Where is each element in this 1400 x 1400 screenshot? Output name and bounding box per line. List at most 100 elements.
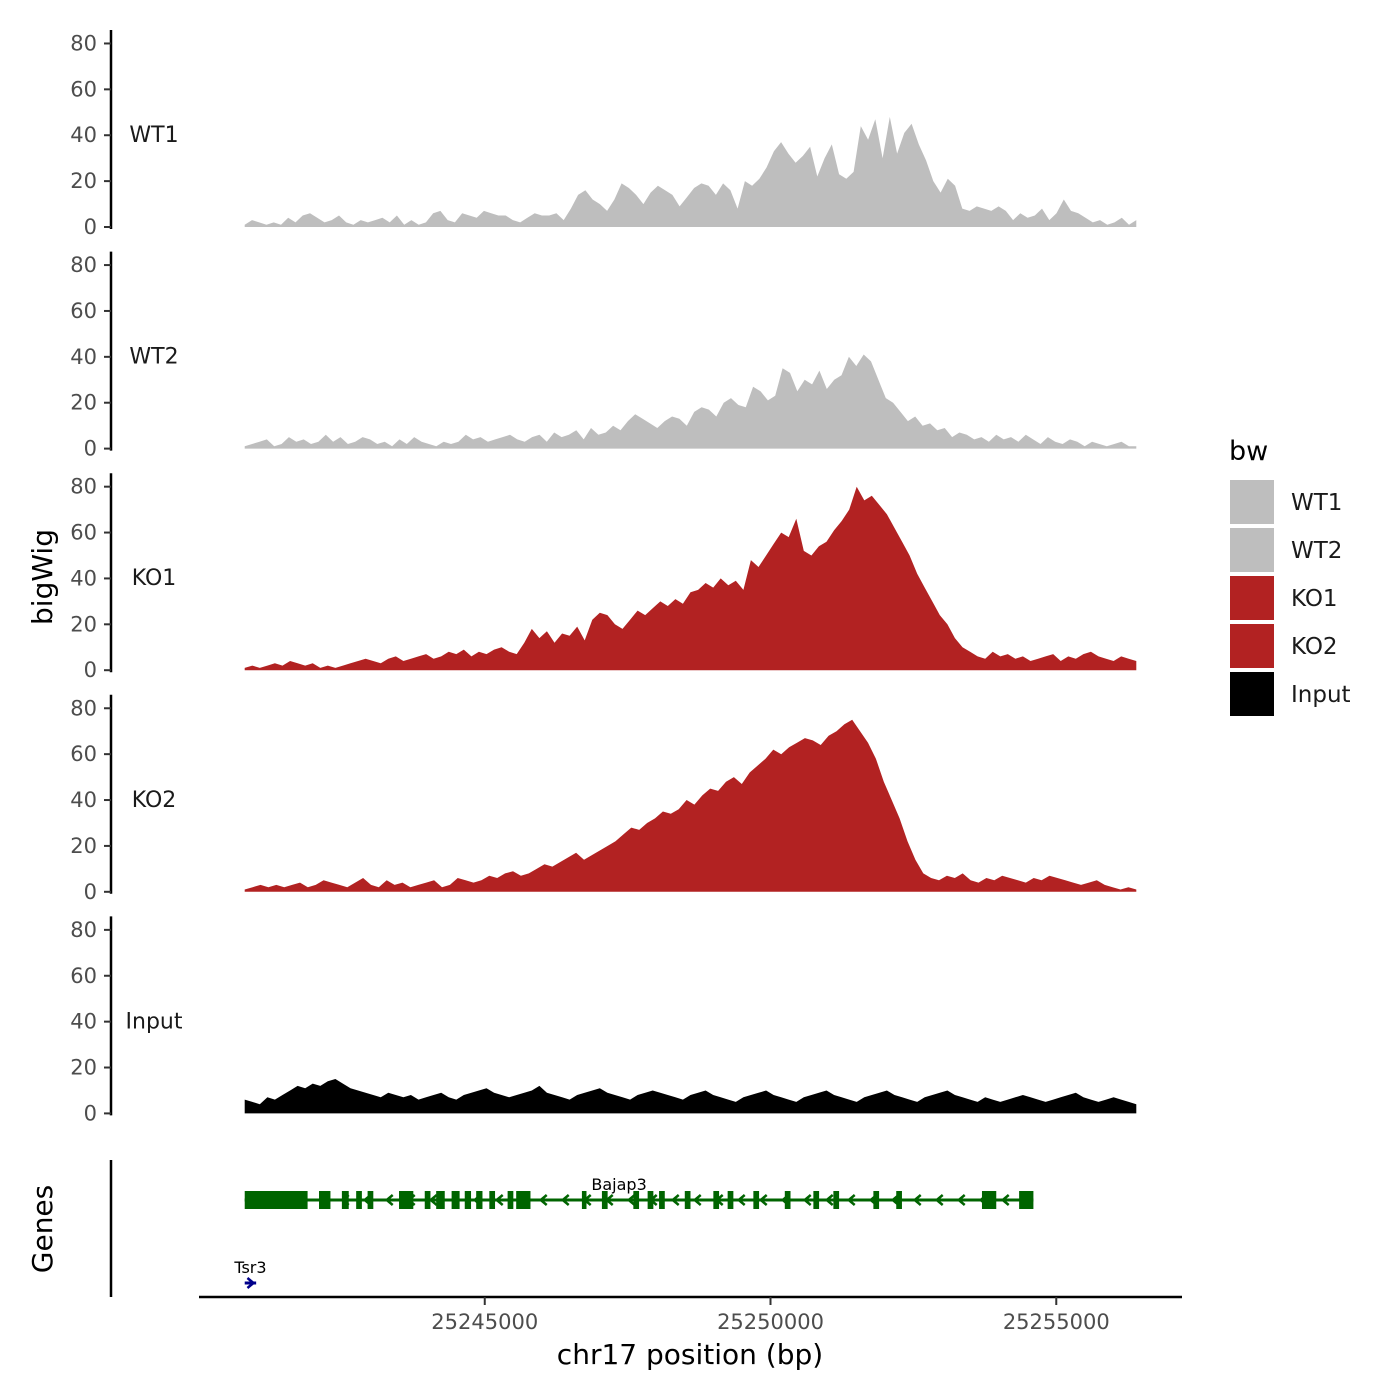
y-tick-label: 80	[70, 475, 97, 499]
strand-arrow	[274, 1194, 284, 1206]
strand-arrow	[978, 1194, 988, 1206]
strand-arrow	[692, 1194, 702, 1206]
gene-exon	[319, 1191, 331, 1209]
y-tick-label: 0	[84, 658, 97, 682]
gene-exon	[633, 1191, 640, 1209]
strand-arrow	[604, 1194, 614, 1206]
y-tick-label: 20	[70, 834, 97, 858]
gene-tsr3: Tsr3	[233, 1258, 267, 1289]
signal-area-ko2	[244, 719, 1137, 892]
strand-arrow	[714, 1194, 724, 1206]
y-tick-label: 0	[84, 437, 97, 461]
legend-label-wt1: WT1	[1291, 490, 1342, 516]
gene-bajap3: Bajap3	[244, 1175, 1034, 1209]
strand-arrow	[648, 1194, 658, 1206]
legend-title: bw	[1229, 436, 1268, 467]
strand-arrow	[912, 1194, 922, 1206]
y-tick-label: 40	[70, 788, 97, 812]
strand-arrow	[1000, 1194, 1010, 1206]
strand-arrow	[868, 1194, 878, 1206]
gene-exon	[1019, 1191, 1034, 1209]
legend-swatch-ko1	[1230, 576, 1274, 620]
genes-axis-title: Genes	[26, 1185, 59, 1273]
y-tick-label: 40	[70, 345, 97, 369]
track-wt1: 0 20 40 60 80 WT1	[70, 30, 1137, 239]
y-tick-label: 60	[70, 299, 97, 323]
legend-label-ko1: KO1	[1291, 586, 1338, 612]
signal-area-ko1	[244, 486, 1137, 671]
x-tick-label: 25245000	[431, 1310, 538, 1334]
strand-arrow	[890, 1194, 900, 1206]
gene-exon	[833, 1191, 840, 1209]
track-label: WT2	[129, 345, 178, 370]
y-tick-label: 20	[70, 391, 97, 415]
y-tick-label: 40	[70, 566, 97, 590]
y-tick-label: 40	[70, 123, 97, 147]
strand-arrow	[494, 1194, 504, 1206]
track-input: 0 20 40 60 80 Input	[70, 916, 1137, 1125]
strand-arrow	[516, 1194, 526, 1206]
signal-tracks: 0 20 40 60 80 WT1 0 20 40 60 80 WT2 0 20 40 60 80 KO1 0 20 4…	[70, 30, 1137, 1125]
legend-swatch-wt1	[1230, 480, 1274, 524]
strand-arrow	[758, 1194, 768, 1206]
strand-arrow	[582, 1194, 592, 1206]
strand-arrow	[318, 1194, 328, 1206]
legend-swatch-wt2	[1230, 528, 1274, 572]
track-label: KO1	[132, 566, 177, 591]
signal-area-wt2	[244, 354, 1137, 449]
track-ko2: 0 20 40 60 80 KO2	[70, 694, 1137, 904]
y-tick-label: 20	[70, 612, 97, 636]
track-label: KO2	[132, 788, 177, 813]
genes-track: Bajap3 Tsr3	[109, 1160, 1034, 1297]
strand-arrow	[846, 1194, 856, 1206]
track-label: WT1	[129, 123, 178, 148]
y-tick-label: 60	[70, 521, 97, 545]
legend-swatch-input	[1230, 672, 1274, 716]
strand-arrow	[626, 1194, 636, 1206]
x-axis-title: chr17 position (bp)	[557, 1338, 823, 1371]
x-tick-label: 25250000	[717, 1310, 824, 1334]
y-tick-label: 20	[70, 1056, 97, 1080]
y-tick-label: 0	[84, 880, 97, 904]
gene-exon	[981, 1191, 997, 1209]
signal-area-wt1	[244, 116, 1137, 227]
gene-exon	[516, 1191, 531, 1209]
gene-exon	[341, 1191, 349, 1209]
x-axis: 25245000 25250000 25255000	[199, 1295, 1182, 1334]
y-tick-label: 80	[70, 253, 97, 277]
strand-arrow	[384, 1194, 394, 1206]
gene-exon	[356, 1191, 362, 1209]
strand-arrow	[736, 1194, 746, 1206]
gene-exon	[659, 1191, 665, 1209]
legend-label-input: Input	[1291, 682, 1351, 708]
gene-exon	[813, 1191, 820, 1209]
gene-exon	[464, 1191, 472, 1209]
strand-arrow	[362, 1194, 372, 1206]
y-tick-label: 60	[70, 964, 97, 988]
strand-arrow	[670, 1194, 680, 1206]
y-tick-label: 80	[70, 31, 97, 55]
strand-arrow	[340, 1194, 350, 1206]
strand-arrow	[824, 1194, 834, 1206]
strand-arrow	[246, 1277, 256, 1289]
strand-arrow	[538, 1194, 548, 1206]
strand-arrow	[406, 1194, 416, 1206]
strand-arrow	[472, 1194, 482, 1206]
signal-area-input	[244, 1079, 1137, 1114]
gene-exon	[424, 1191, 431, 1209]
strand-arrow	[956, 1194, 966, 1206]
gene-exon	[727, 1191, 734, 1209]
strand-arrow	[296, 1194, 306, 1206]
strand-arrow	[252, 1194, 262, 1206]
gene-exon	[476, 1191, 483, 1209]
strand-arrow	[780, 1194, 790, 1206]
strand-arrow	[560, 1194, 570, 1206]
gene-exon	[436, 1191, 445, 1209]
gene-exon	[784, 1191, 791, 1209]
track-ko1: 0 20 40 60 80 KO1	[70, 473, 1137, 682]
gene-exon	[896, 1191, 902, 1209]
y-tick-label: 0	[84, 215, 97, 239]
y-tick-label: 60	[70, 77, 97, 101]
y-tick-label: 40	[70, 1010, 97, 1034]
